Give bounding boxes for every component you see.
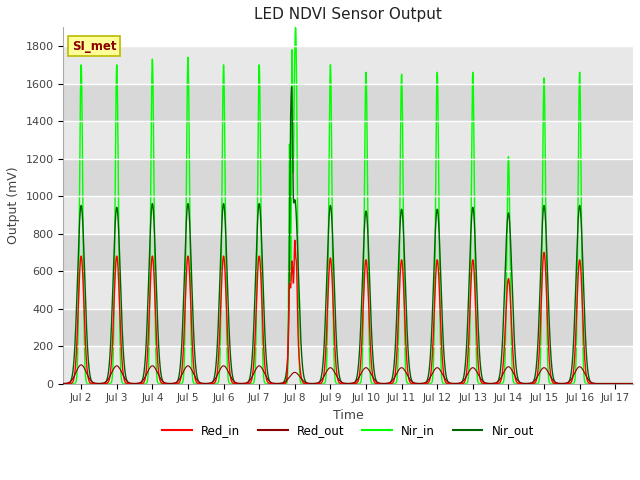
Bar [63,158,633,196]
Bar [63,196,633,234]
Title: LED NDVI Sensor Output: LED NDVI Sensor Output [254,7,442,22]
Bar [63,46,633,84]
Bar [63,309,633,346]
Text: SI_met: SI_met [72,40,116,53]
Bar [63,121,633,158]
Bar [63,271,633,309]
X-axis label: Time: Time [333,409,364,422]
Bar [63,346,633,384]
Bar [63,84,633,121]
Legend: Red_in, Red_out, Nir_in, Nir_out: Red_in, Red_out, Nir_in, Nir_out [157,420,539,442]
Bar [63,234,633,271]
Y-axis label: Output (mV): Output (mV) [7,167,20,244]
